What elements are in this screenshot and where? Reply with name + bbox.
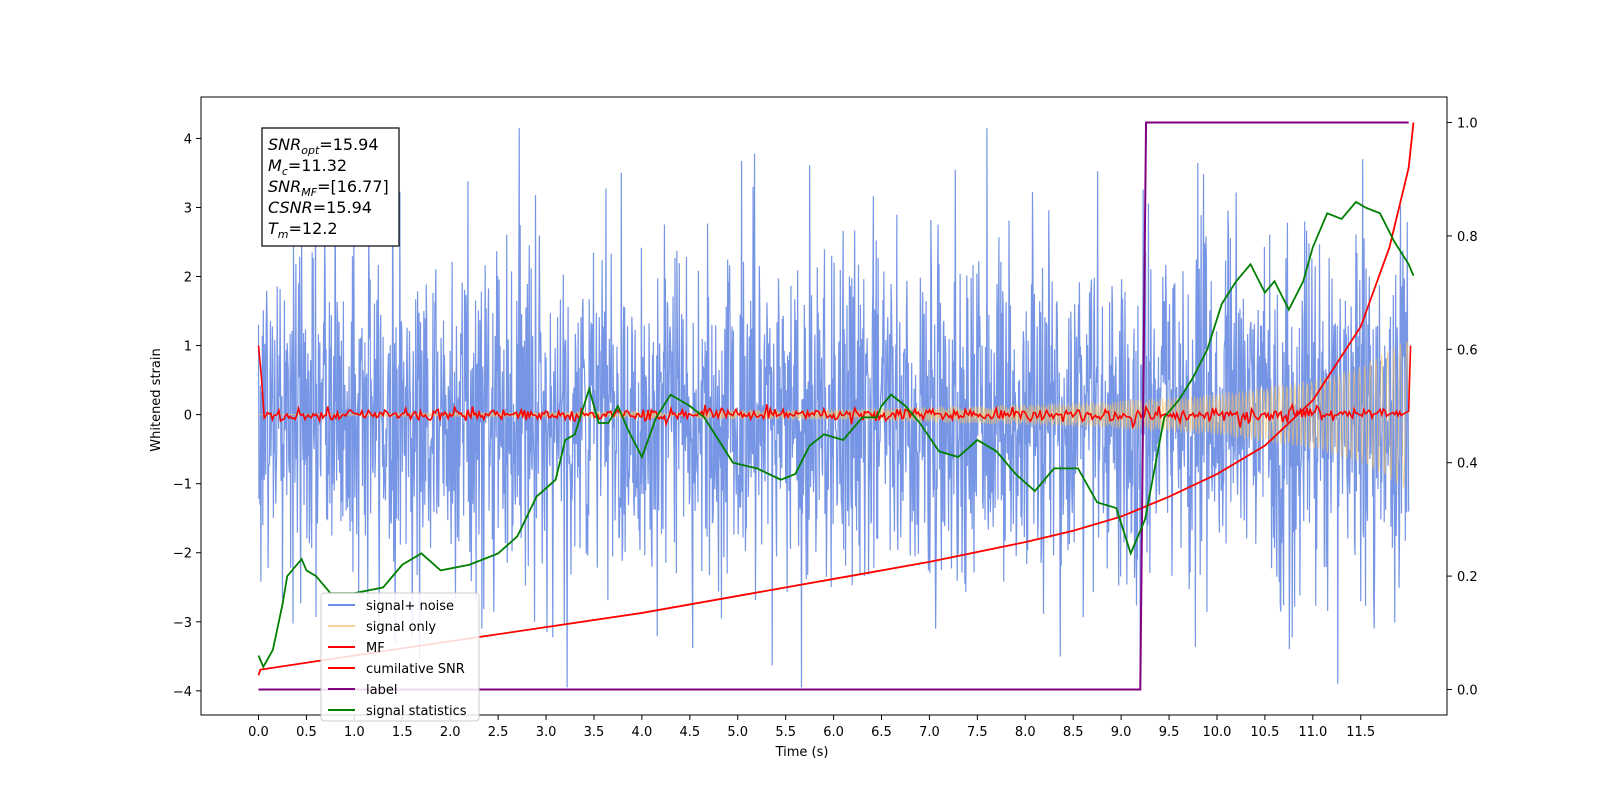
x-tick-label: 7.5 (967, 725, 988, 740)
x-tick-label: 9.5 (1159, 725, 1180, 740)
stats-box: SNRopt=15.94Mc=11.32SNRMF=[16.77]CSNR=15… (261, 127, 400, 247)
x-tick-label: 7.0 (919, 725, 940, 740)
x-tick-label: 1.0 (344, 725, 365, 740)
x-tick-label: 5.0 (727, 725, 748, 740)
y-axis-label: Whitened strain (149, 348, 164, 451)
x-tick-label: 1.5 (392, 725, 413, 740)
x-tick-label: 4.5 (679, 725, 700, 740)
stats-line: Tm=12.2 (268, 219, 338, 241)
legend-entry: MF (366, 641, 385, 656)
legend-entry: signal statistics (366, 704, 467, 719)
x-tick-label: 8.0 (1015, 725, 1036, 740)
y2-tick-label: 0.6 (1457, 343, 1478, 358)
signal-statistics-line (257, 200, 1415, 669)
x-tick-label: 9.0 (1111, 725, 1132, 740)
y-tick-label: −2 (173, 547, 192, 562)
y-tick-label: −3 (173, 616, 192, 631)
legend: signal+ noise signal only MF cumilative SNR… (320, 592, 480, 722)
axes-frame (200, 96, 1448, 716)
y-tick-label: −4 (173, 685, 192, 700)
y2-tick-label: 0.8 (1457, 230, 1478, 245)
x-tick-label: 3.0 (536, 725, 557, 740)
x-tick-label: 6.0 (823, 725, 844, 740)
stats-box-frame (261, 127, 400, 247)
x-tick-label: 3.5 (584, 725, 605, 740)
x-axis-label: Time (s) (775, 745, 829, 760)
x-tick-label: 11.0 (1298, 725, 1327, 740)
y-tick-label: −1 (173, 478, 192, 493)
legend-entry: signal+ noise (366, 599, 454, 614)
label-line (258, 121, 1409, 691)
y2-tick-label: 0.4 (1457, 457, 1478, 472)
x-tick-label: 4.0 (632, 725, 653, 740)
x-tick-label: 8.5 (1063, 725, 1084, 740)
y-tick-label: 0 (184, 409, 192, 424)
axes: 0.0 0.5 1.0 1.5 2.0 2.5 3.0 3.5 4.0 4.5 5.0 5.5 6.0 6… (173, 96, 1478, 740)
y2-tick-label: 1.0 (1457, 117, 1478, 132)
legend-frame (320, 592, 480, 722)
stats-line: SNRMF=[16.77] (268, 177, 389, 199)
x-tick-label: 2.0 (440, 725, 461, 740)
x-tick-label: 0.0 (248, 725, 269, 740)
x-tick-label: 0.5 (296, 725, 317, 740)
legend-entry: label (366, 683, 397, 698)
x-tick-label: 10.0 (1202, 725, 1231, 740)
y2-tick-label: 0.2 (1457, 570, 1478, 585)
x-tick-label: 11.5 (1346, 725, 1375, 740)
y2-tick-label: 0.0 (1457, 683, 1478, 698)
x-tick-label: 6.5 (871, 725, 892, 740)
stats-line: CSNR=15.94 (268, 198, 372, 217)
stats-line: Mc=11.32 (268, 156, 347, 178)
y-tick-label: 1 (184, 340, 192, 355)
mf-line (257, 345, 1412, 430)
legend-entry: cumilative SNR (366, 662, 465, 677)
legend-entry: signal only (366, 620, 436, 635)
y-tick-label: 4 (184, 132, 192, 147)
x-tick-label: 2.5 (488, 725, 509, 740)
stats-line: SNRopt=15.94 (268, 135, 379, 157)
x-tick-label: 10.5 (1250, 725, 1279, 740)
y-tick-label: 2 (184, 271, 192, 286)
x-tick-label: 5.5 (775, 725, 796, 740)
y-tick-label: 3 (184, 201, 192, 216)
